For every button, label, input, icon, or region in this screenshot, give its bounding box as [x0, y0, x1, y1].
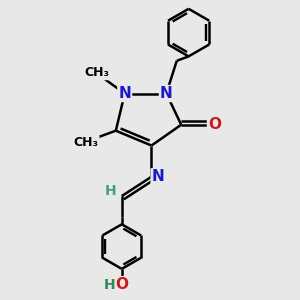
Text: H: H [105, 184, 116, 198]
Text: CH₃: CH₃ [84, 66, 109, 79]
Text: N: N [160, 86, 173, 101]
Text: N: N [118, 86, 131, 101]
Text: CH₃: CH₃ [74, 136, 99, 149]
Text: N: N [152, 169, 164, 184]
Text: O: O [208, 117, 221, 132]
Text: H: H [103, 278, 115, 292]
Text: O: O [115, 277, 128, 292]
